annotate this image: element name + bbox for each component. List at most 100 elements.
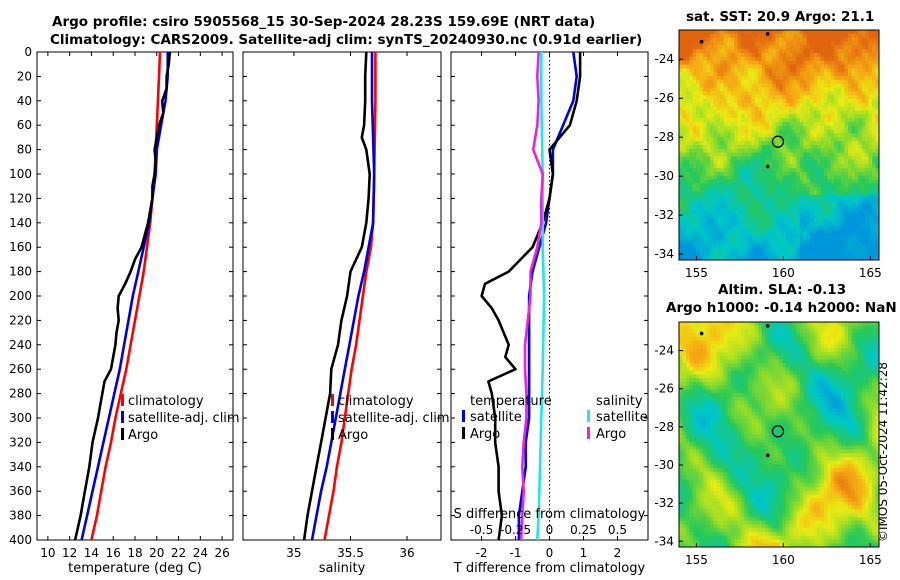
map-cell: [754, 60, 759, 65]
map-cell: [837, 322, 842, 327]
map-cell: [813, 382, 818, 387]
map-cell: [847, 214, 852, 219]
map-cell: [682, 237, 687, 242]
map-cell: [710, 183, 714, 188]
map-cell: [841, 122, 845, 127]
map-cell: [744, 83, 749, 88]
map-cell: [868, 337, 873, 342]
map-cell: [710, 348, 714, 353]
map-cell: [679, 352, 683, 357]
map-cell: [837, 152, 842, 157]
map-cell: [692, 325, 697, 330]
map-cell: [820, 225, 825, 230]
map-cell: [765, 248, 770, 253]
map-cell: [734, 68, 739, 73]
map-cell: [785, 106, 790, 111]
map-cell: [858, 33, 863, 39]
map-cell: [872, 340, 876, 345]
map-cell: [734, 125, 739, 131]
map-cell: [844, 206, 849, 211]
map-cell: [851, 404, 856, 409]
map-cell: [820, 191, 825, 196]
map-cell: [723, 359, 728, 364]
map-cell: [816, 214, 821, 219]
map-cell: [813, 191, 818, 196]
map-cell: [703, 114, 707, 119]
map-cell: [789, 237, 794, 242]
map-cell: [823, 404, 828, 409]
map-cell: [689, 412, 694, 417]
map-cell: [772, 359, 776, 364]
map-cell: [782, 385, 787, 390]
map-cell: [772, 400, 776, 405]
map-cell: [827, 333, 832, 338]
map-cell: [696, 99, 701, 104]
map-cell: [872, 198, 876, 203]
map-cell: [810, 210, 814, 215]
map-cell: [744, 164, 749, 169]
map-cell: [827, 329, 832, 334]
map-cell: [858, 72, 863, 77]
map-cell: [768, 408, 773, 413]
map-cell: [858, 160, 863, 165]
map-cell: [710, 145, 714, 150]
map-cell: [861, 168, 866, 173]
map-cell: [716, 114, 721, 119]
map-cell: [820, 325, 825, 330]
map-cell: [720, 329, 725, 334]
map-cell: [737, 194, 742, 200]
map-cell: [713, 64, 718, 69]
map-cell: [823, 374, 828, 379]
sst-map-title: sat. SST: 20.9 Argo: 21.1: [686, 9, 875, 25]
map-cell: [779, 68, 783, 73]
map-cell: [754, 68, 759, 73]
map-cell: [858, 179, 863, 184]
map-cell: [837, 333, 842, 338]
map-cell: [792, 179, 797, 184]
map-cell: [692, 79, 697, 85]
map-cell: [796, 45, 801, 50]
map-cell: [696, 122, 701, 127]
map-cell: [858, 333, 863, 338]
map-cell: [772, 397, 776, 402]
map-cell: [782, 68, 787, 73]
map-cell: [716, 110, 721, 115]
map-cell: [861, 114, 866, 119]
map-cell: [716, 183, 721, 188]
map-cell: [737, 156, 742, 161]
map-cell: [751, 415, 756, 420]
map-cell: [823, 91, 828, 96]
map-cell: [813, 160, 818, 165]
map-cell: [699, 118, 704, 123]
map-cell: [858, 187, 863, 192]
map-cell: [851, 99, 856, 104]
map-cell: [765, 187, 770, 192]
map-cell: [816, 53, 821, 58]
map-cell: [734, 106, 739, 111]
map-cell: [706, 385, 711, 390]
map-cell: [810, 125, 814, 131]
map-cell: [816, 56, 821, 62]
map-cell: [854, 168, 859, 173]
map-cell: [706, 125, 711, 131]
map-cell: [854, 156, 859, 161]
map-cell: [737, 148, 742, 154]
map-cell: [858, 202, 863, 207]
map-cell: [696, 400, 701, 405]
map-cell: [782, 168, 787, 173]
map-cell: [785, 37, 790, 42]
map-cell: [799, 378, 804, 383]
map-cell: [723, 137, 728, 142]
map-cell: [782, 53, 787, 58]
map-cell: [868, 240, 873, 246]
map-cell: [847, 37, 852, 42]
map-cell: [830, 329, 835, 334]
map-cell: [785, 202, 790, 207]
map-cell: [813, 137, 818, 142]
map-cell: [810, 152, 814, 157]
map-cell: [872, 397, 876, 402]
map-cell: [803, 229, 807, 234]
map-cell: [847, 225, 852, 230]
map-cell: [772, 206, 776, 211]
map-cell: [792, 344, 797, 349]
